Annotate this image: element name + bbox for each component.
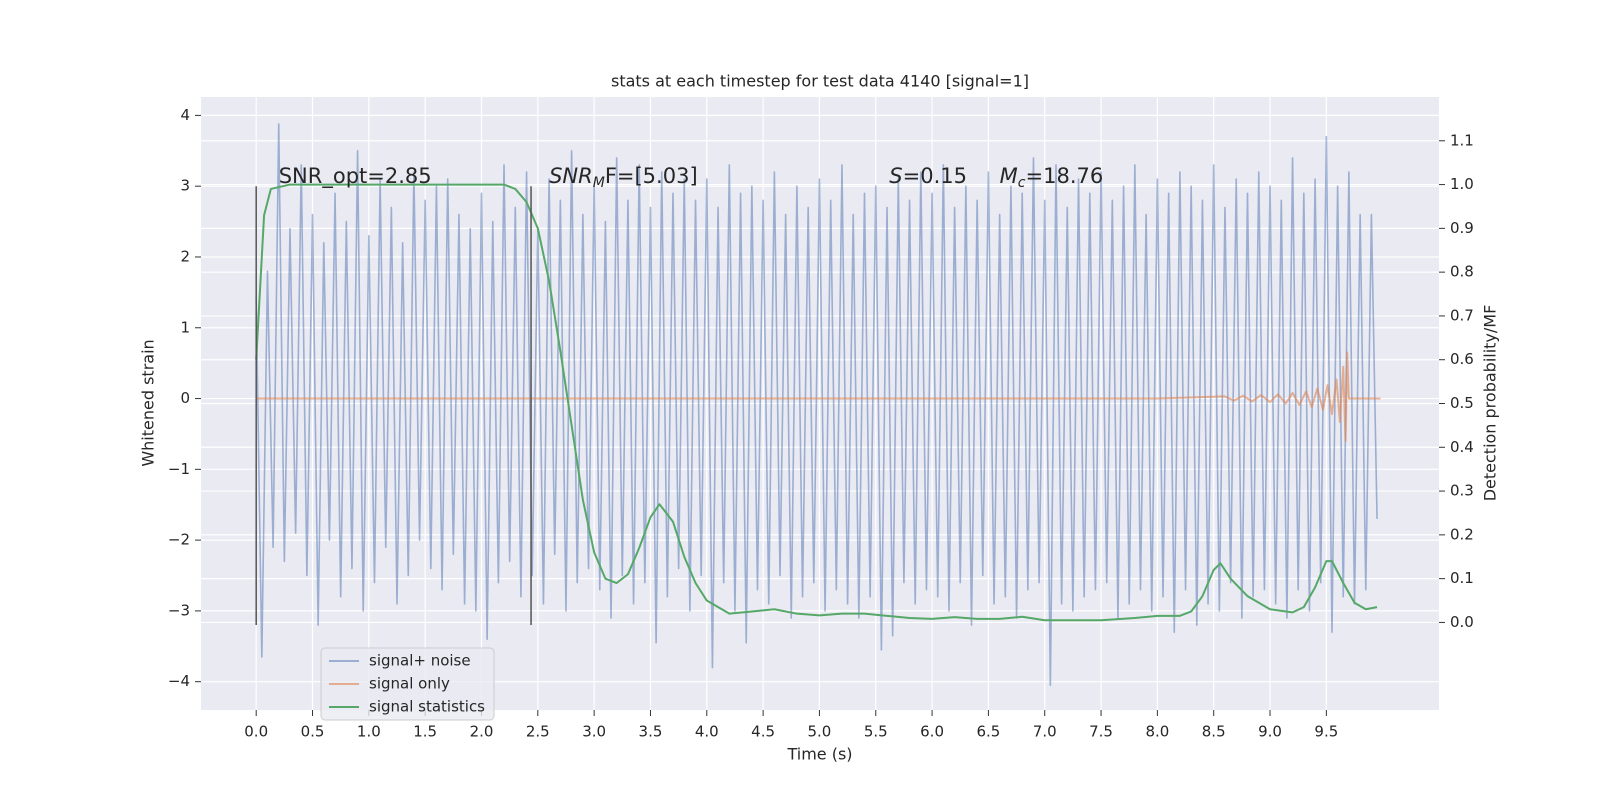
annotation-symbol: S (889, 164, 902, 188)
x-tick-label: 1.5 (413, 723, 437, 741)
x-tick-label: 2.5 (526, 723, 550, 741)
x-axis-label: Time (s) (786, 745, 852, 764)
y2-tick-label: 1.1 (1450, 131, 1474, 149)
annotation-sub: M (593, 175, 605, 191)
y2-tick-label: 0.3 (1450, 482, 1474, 500)
y2-tick-label: 0.5 (1450, 394, 1474, 412)
annotation: Mc=18.76 (1000, 164, 1104, 191)
x-tick-label: 4.5 (751, 723, 775, 741)
y2-tick-label: 1.0 (1450, 175, 1474, 193)
annotation-text: =0.15 (903, 164, 967, 188)
x-tick-label: 9.0 (1258, 723, 1282, 741)
x-tick-label: 5.0 (808, 723, 832, 741)
series-line (256, 351, 1381, 443)
y-tick-label: −2 (168, 531, 190, 549)
annotation: S=0.15 (889, 164, 967, 188)
x-tick-label: 9.5 (1314, 723, 1338, 741)
legend-box (320, 647, 495, 721)
series-line (255, 183, 1378, 622)
y-tick-label: 4 (180, 106, 190, 124)
x-tick-label: 4.0 (695, 723, 719, 741)
x-tick-label: 7.5 (1089, 723, 1113, 741)
x-tick-label: 0.5 (301, 723, 325, 741)
y2-axis-label: Detection probability/MF (1481, 305, 1500, 502)
y2-tick-label: 0.7 (1450, 306, 1474, 324)
x-tick-label: 3.0 (582, 723, 606, 741)
x-tick-label: 8.5 (1202, 723, 1226, 741)
y-tick-label: −1 (168, 460, 190, 478)
x-tick-label: 7.0 (1033, 723, 1057, 741)
y2-tick-label: 0.0 (1450, 613, 1474, 631)
annotation-symbol: M (1000, 164, 1018, 188)
legend-label: signal statistics (369, 698, 485, 716)
chart-title: stats at each timestep for test data 414… (611, 72, 1029, 91)
legend: signal+ noise signal only signal statistic… (320, 647, 495, 721)
y2-tick-label: 0.8 (1450, 263, 1474, 281)
x-tick-label: 8.0 (1145, 723, 1169, 741)
y-tick-label: −3 (168, 601, 190, 619)
legend-label: signal only (369, 675, 450, 693)
y-tick-label: 1 (180, 318, 190, 336)
annotation-symbol: SNR (549, 164, 593, 188)
x-tick-label: 3.5 (639, 723, 663, 741)
annotation: SNRMF=[5.03] (549, 164, 698, 191)
y2-tick-label: 0.9 (1450, 219, 1474, 237)
y-tick-label: −4 (168, 672, 190, 690)
x-tick-label: 6.0 (920, 723, 944, 741)
x-tick-label: 2.0 (470, 723, 494, 741)
x-tick-label: 0.0 (244, 723, 268, 741)
y2-tick-label: 0.6 (1450, 350, 1474, 368)
annotation-text: SNR_opt=2.85 (279, 164, 432, 189)
legend-label: signal+ noise (369, 652, 471, 670)
y2-tick-label: 0.2 (1450, 525, 1474, 543)
y2-tick-label: 0.4 (1450, 438, 1474, 456)
annotation-text: =18.76 (1026, 164, 1104, 188)
y-tick-label: 0 (180, 389, 190, 407)
y2-tick-label: 0.1 (1450, 569, 1474, 587)
annotation: SNR_opt=2.85 (279, 164, 432, 189)
annotation-text: F=[5.03] (605, 164, 698, 188)
series-line (255, 123, 1378, 687)
y-tick-label: 3 (180, 177, 190, 195)
x-tick-label: 6.5 (976, 723, 1000, 741)
y-axis-label: Whitened strain (139, 339, 158, 466)
x-tick-label: 5.5 (864, 723, 888, 741)
annotation-sub: c (1018, 175, 1026, 191)
x-tick-label: 1.0 (357, 723, 381, 741)
y-tick-label: 2 (180, 247, 190, 265)
